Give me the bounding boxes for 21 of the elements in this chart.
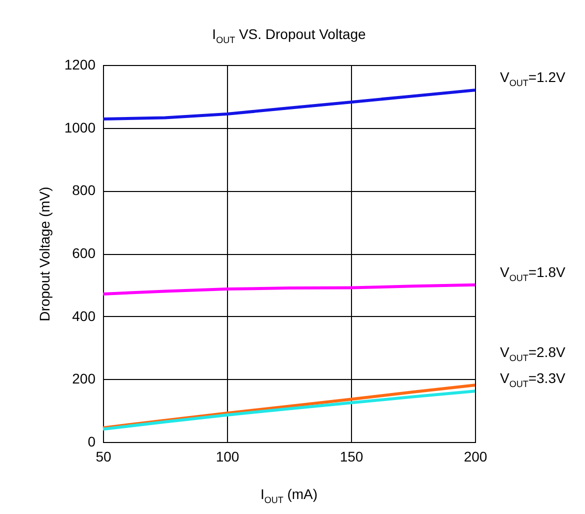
text: V$_{OUT}$=2.8V bbox=[500, 344, 566, 363]
x-tick-label: 200 bbox=[464, 448, 488, 464]
x-tick-label: 50 bbox=[96, 448, 112, 464]
series-label: V$_{OUT}$=3.3V bbox=[500, 370, 566, 389]
line-series bbox=[102, 390, 476, 431]
line-series bbox=[102, 88, 476, 121]
chart-title: I$_{OUT}$ VS. Dropout Voltage bbox=[212, 26, 366, 45]
y-tick-label: 1200 bbox=[64, 56, 96, 72]
series-label: V$_{OUT}$=1.2V bbox=[500, 69, 566, 88]
y-tick-label: 800 bbox=[72, 182, 96, 198]
y-tick-label: 600 bbox=[72, 245, 96, 261]
y-tick-label: 0 bbox=[88, 434, 96, 450]
line-series bbox=[102, 283, 476, 296]
y-tick-label: 1000 bbox=[64, 119, 96, 136]
y-tick-label: 200 bbox=[72, 370, 96, 387]
x-axis-title: I$_{OUT}$ (mA) bbox=[260, 486, 318, 505]
series-label: V$_{OUT}$=1.8V bbox=[500, 264, 566, 283]
y-axis-title: Dropout Voltage (mV) bbox=[36, 186, 52, 322]
x-tick-label: 150 bbox=[340, 448, 364, 464]
x-tick-label: 100 bbox=[216, 448, 240, 464]
y-tick-label: 400 bbox=[72, 308, 96, 324]
